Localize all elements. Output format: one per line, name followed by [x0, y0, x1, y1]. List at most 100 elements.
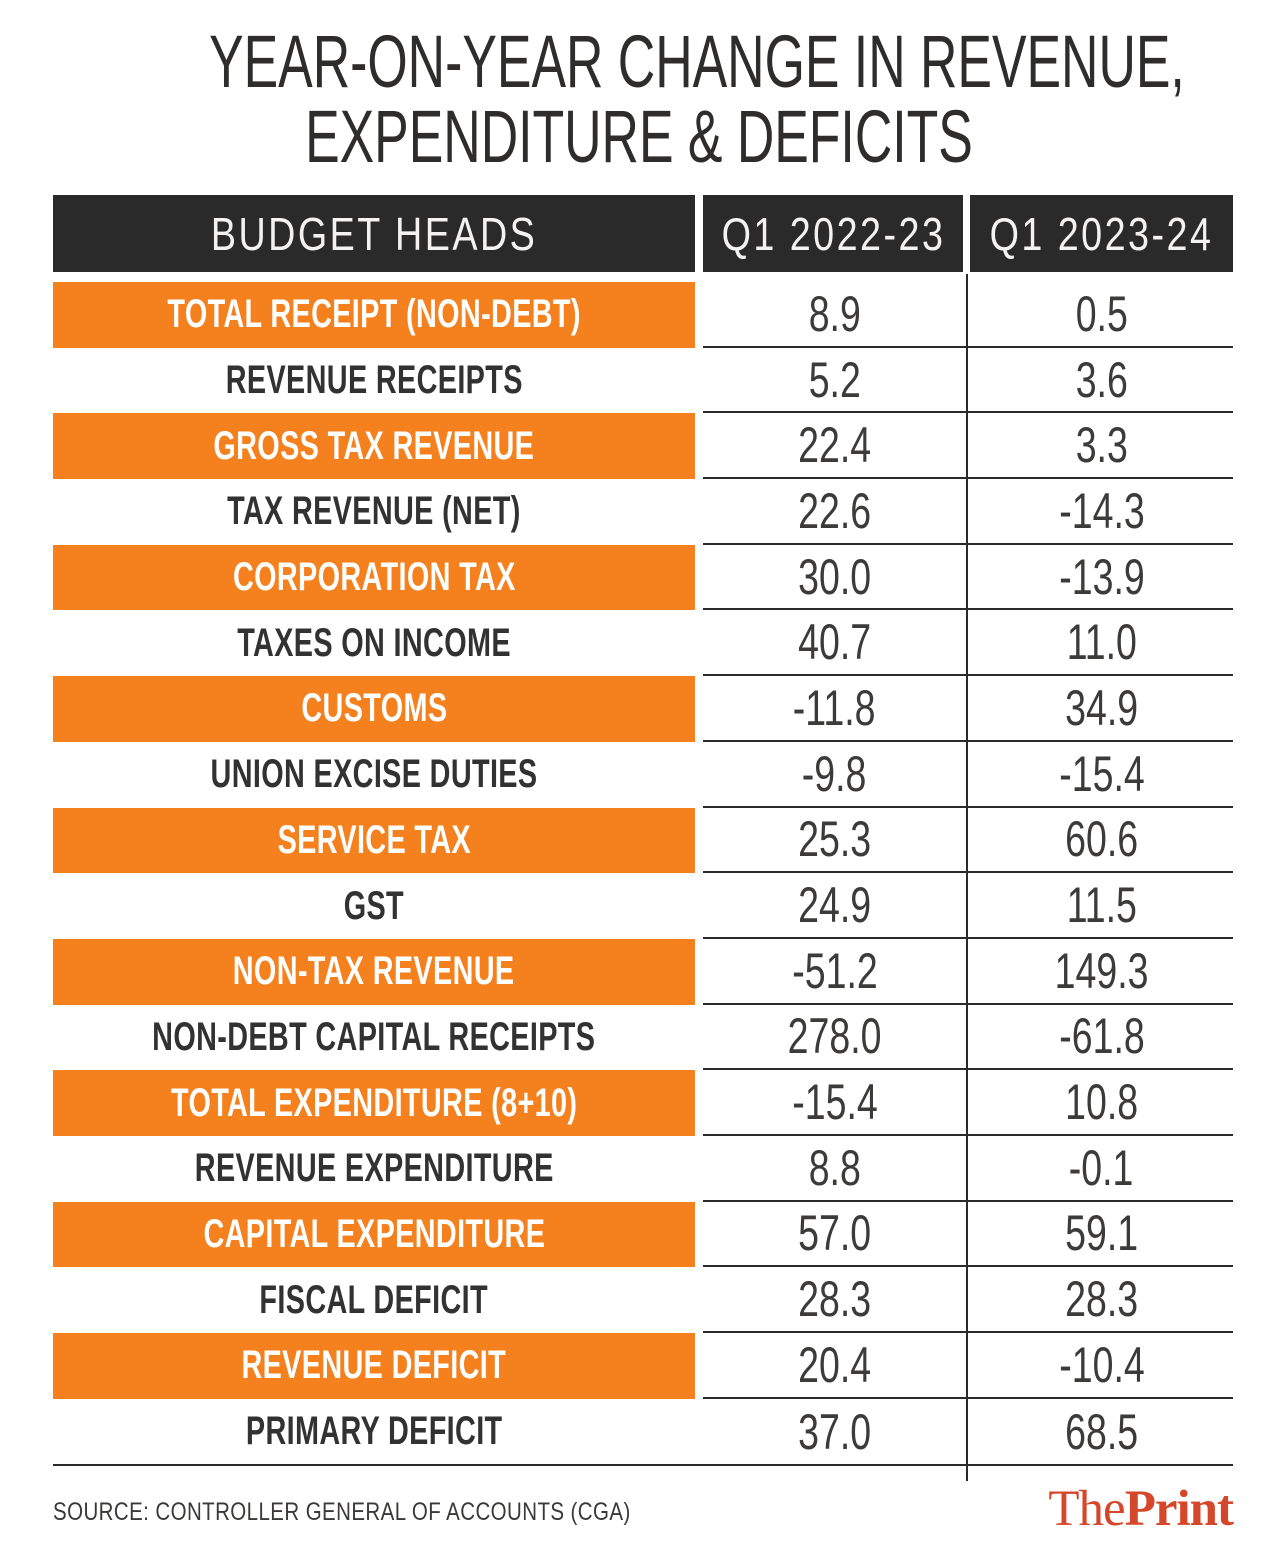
- q1-2022-23-value-text: 278.0: [787, 1008, 882, 1065]
- q1-2022-23-value-text: -51.2: [791, 942, 878, 999]
- q1-2022-23-value-text: 24.9: [797, 877, 871, 934]
- q1-2022-23-value: 57.0: [703, 1202, 966, 1266]
- q1-2023-24-value-text: 59.1: [1064, 1205, 1138, 1262]
- table-row: GROSS TAX REVENUE 22.4 3.3: [53, 413, 1233, 480]
- budget-head-cell: NON-TAX REVENUE: [53, 938, 695, 1005]
- table-row: TAXES ON INCOME 40.7 11.0: [53, 610, 1233, 677]
- q1-2022-23-value-text: 37.0: [797, 1403, 871, 1460]
- row-values: 25.3 60.6: [703, 808, 1233, 874]
- q1-2023-24-value-text: 11.0: [1066, 614, 1137, 671]
- q1-2023-24-value-text: 3.6: [1075, 351, 1128, 408]
- table-row: FISCAL DEFICIT 28.3 28.3: [53, 1267, 1233, 1333]
- q1-2023-24-value: -10.4: [970, 1333, 1233, 1397]
- row-values: 5.2 3.6: [703, 348, 1233, 414]
- budget-head-cell: REVENUE DEFICIT: [53, 1333, 695, 1399]
- budget-head-label: GROSS TAX REVENUE: [213, 423, 535, 468]
- budget-head-cell: REVENUE RECEIPTS: [53, 348, 695, 414]
- column-header-q1-2023-24-text: Q1 2023-24: [989, 207, 1214, 260]
- row-values: 30.0 -13.9: [703, 545, 1233, 611]
- q1-2022-23-value: 5.2: [703, 348, 966, 412]
- budget-head-label: TAXES ON INCOME: [237, 620, 511, 665]
- q1-2022-23-value-text: 40.7: [797, 614, 871, 671]
- q1-2023-24-value: 60.6: [970, 808, 1233, 872]
- q1-2023-24-value: 0.5: [970, 282, 1233, 346]
- q1-2022-23-value: 28.3: [703, 1267, 966, 1331]
- q1-2022-23-value: 278.0: [703, 1005, 966, 1069]
- row-values: 8.9 0.5: [703, 282, 1233, 348]
- table-row: CUSTOMS -11.8 34.9: [53, 676, 1233, 742]
- q1-2022-23-value-text: 28.3: [797, 1271, 871, 1328]
- q1-2022-23-value: 22.6: [703, 479, 966, 543]
- table-row: NON-DEBT CAPITAL RECEIPTS 278.0 -61.8: [53, 1005, 1233, 1071]
- table-row: TOTAL RECEIPT (NON-DEBT) 8.9 0.5: [53, 282, 1233, 348]
- q1-2022-23-value: 24.9: [703, 873, 966, 937]
- table-row: NON-TAX REVENUE -51.2 149.3: [53, 938, 1233, 1005]
- q1-2022-23-value: 37.0: [703, 1399, 966, 1465]
- q1-2023-24-value-text: 34.9: [1064, 679, 1138, 736]
- q1-2023-24-value: -61.8: [970, 1005, 1233, 1069]
- q1-2023-24-value-text: 28.3: [1064, 1271, 1138, 1328]
- q1-2022-23-value: -11.8: [703, 676, 966, 740]
- table-row: GST 24.9 11.5: [53, 873, 1233, 939]
- row-values: 22.6 -14.3: [703, 479, 1233, 545]
- q1-2023-24-value: 11.5: [970, 873, 1233, 937]
- budget-head-cell: SERVICE TAX: [53, 807, 695, 874]
- theprint-logo-print: Print: [1124, 1481, 1234, 1537]
- q1-2022-23-value: -9.8: [703, 742, 966, 806]
- q1-2022-23-value-text: 8.9: [808, 285, 861, 342]
- budget-head-cell: CORPORATION TAX: [53, 544, 695, 611]
- budget-head-label: PRIMARY DEFICIT: [245, 1409, 503, 1454]
- q1-2022-23-value: 40.7: [703, 610, 966, 674]
- title-line-1-text: YEAR-ON-YEAR CHANGE IN REVENUE,: [209, 20, 1185, 103]
- budget-head-cell: TAX REVENUE (NET): [53, 479, 695, 545]
- column-header-q1-2022-23: Q1 2022-23: [703, 195, 963, 272]
- budget-head-cell: TOTAL RECEIPT (NON-DEBT): [53, 282, 695, 348]
- q1-2023-24-value-text: -15.4: [1058, 745, 1145, 802]
- q1-2023-24-value: 68.5: [970, 1399, 1233, 1465]
- q1-2022-23-value-text: -15.4: [791, 1074, 878, 1131]
- budget-head-label: CAPITAL EXPENDITURE: [203, 1211, 545, 1256]
- budget-head-cell: GROSS TAX REVENUE: [53, 413, 695, 480]
- q1-2022-23-value-text: 5.2: [808, 351, 861, 408]
- row-values: 57.0 59.1: [703, 1202, 1233, 1268]
- q1-2023-24-value: -15.4: [970, 742, 1233, 806]
- budget-head-cell: UNION EXCISE DUTIES: [53, 742, 695, 808]
- q1-2023-24-value-text: 149.3: [1054, 942, 1149, 999]
- source-attribution: SOURCE: CONTROLLER GENERAL OF ACCOUNTS (…: [53, 1498, 758, 1527]
- table-row: REVENUE DEFICIT 20.4 -10.4: [53, 1333, 1233, 1399]
- row-values: -51.2 149.3: [703, 939, 1233, 1005]
- table-row: REVENUE RECEIPTS 5.2 3.6: [53, 348, 1233, 414]
- q1-2022-23-value: -51.2: [703, 939, 966, 1003]
- row-values: 37.0 68.5: [703, 1399, 1233, 1465]
- row-values: 40.7 11.0: [703, 610, 1233, 677]
- budget-head-label: TOTAL EXPENDITURE (8+10): [170, 1080, 578, 1125]
- table-row: REVENUE EXPENDITURE 8.8 -0.1: [53, 1136, 1233, 1202]
- q1-2023-24-value: 59.1: [970, 1202, 1233, 1266]
- table-body: TOTAL RECEIPT (NON-DEBT) 8.9 0.5 REVENUE RE…: [53, 282, 1233, 1464]
- q1-2023-24-value-text: -14.3: [1058, 482, 1145, 539]
- theprint-logo-the: The: [1048, 1481, 1125, 1537]
- budget-head-label: CUSTOMS: [300, 686, 448, 731]
- row-values: -11.8 34.9: [703, 676, 1233, 742]
- budget-head-label: REVENUE EXPENDITURE: [194, 1146, 554, 1191]
- q1-2023-24-value-text: -10.4: [1058, 1336, 1145, 1393]
- budget-head-label: NON-DEBT CAPITAL RECEIPTS: [152, 1014, 596, 1059]
- q1-2022-23-value: 30.0: [703, 545, 966, 609]
- table-row: PRIMARY DEFICIT 37.0 68.5: [53, 1399, 1233, 1465]
- column-header-budget-heads: BUDGET HEADS: [53, 195, 695, 272]
- q1-2023-24-value: -0.1: [970, 1136, 1233, 1200]
- budget-head-label: UNION EXCISE DUTIES: [210, 752, 538, 797]
- budget-head-cell: CUSTOMS: [53, 676, 695, 742]
- q1-2023-24-value-text: 68.5: [1064, 1403, 1138, 1460]
- table-header: BUDGET HEADS Q1 2022-23 Q1 2023-24: [53, 195, 1233, 272]
- q1-2023-24-value: 28.3: [970, 1267, 1233, 1331]
- title-line-2-text: EXPENDITURE & DEFICITS: [304, 95, 973, 178]
- q1-2023-24-value: 3.6: [970, 348, 1233, 412]
- table-row: UNION EXCISE DUTIES -9.8 -15.4: [53, 742, 1233, 808]
- budget-head-label: REVENUE RECEIPTS: [225, 358, 523, 403]
- table-row: TAX REVENUE (NET) 22.6 -14.3: [53, 479, 1233, 545]
- q1-2022-23-value: 25.3: [703, 808, 966, 872]
- q1-2022-23-value-text: 22.4: [797, 417, 871, 474]
- budget-head-label: REVENUE DEFICIT: [241, 1343, 507, 1388]
